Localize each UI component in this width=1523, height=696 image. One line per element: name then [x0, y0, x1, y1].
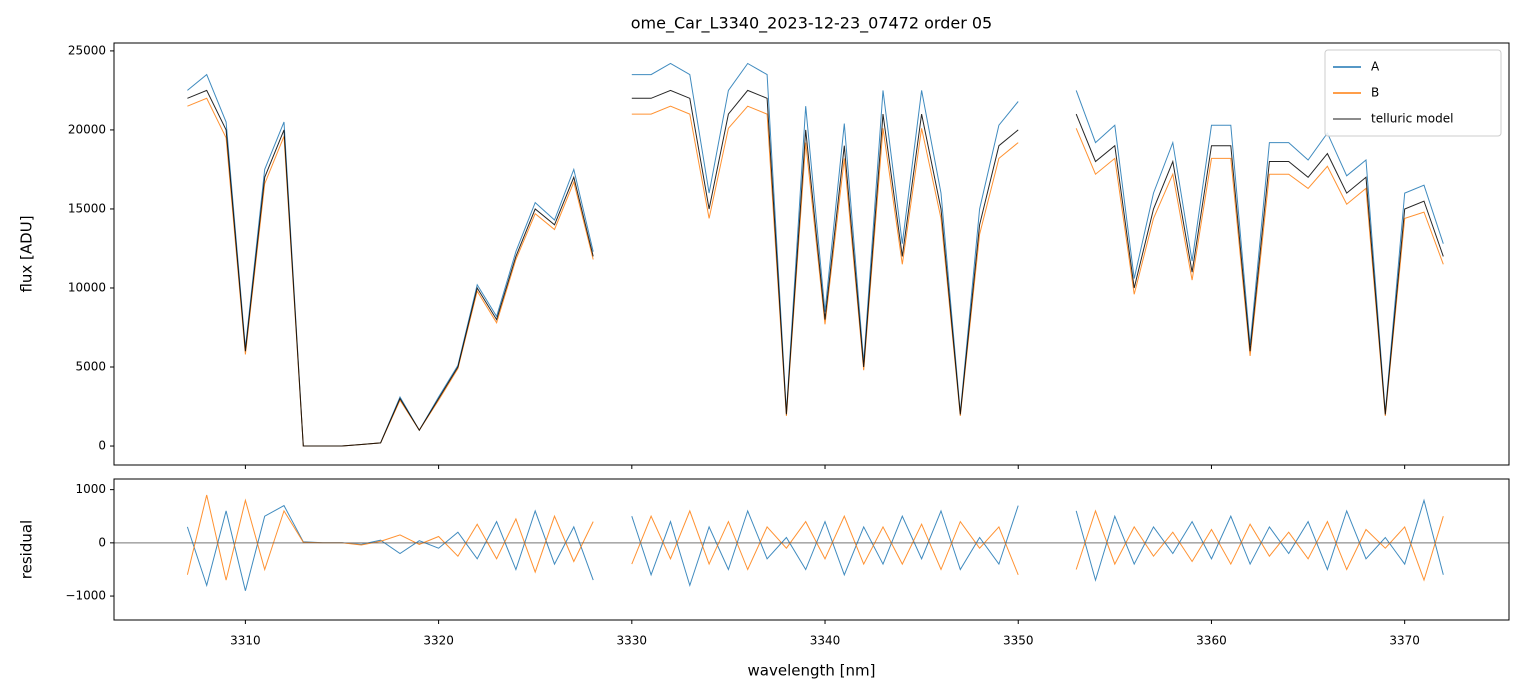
y-tick-label: 0 — [98, 439, 106, 453]
y-tick-label: 25000 — [68, 43, 106, 57]
y-tick-label: 10000 — [68, 280, 106, 294]
x-tick-label: 3330 — [617, 634, 648, 648]
series-line — [1075, 509, 1444, 582]
series-line — [1075, 113, 1444, 415]
axes-frame — [113, 478, 1510, 621]
y-axis-label: flux [ADU] — [18, 215, 36, 292]
series-line — [187, 89, 594, 447]
y-axis-label: residual — [18, 520, 36, 579]
legend-label: telluric model — [1371, 112, 1453, 126]
x-tick-label: 3340 — [810, 634, 841, 648]
series-line — [1075, 498, 1444, 582]
x-tick-label: 3350 — [1003, 634, 1034, 648]
legend-label: B — [1371, 86, 1379, 100]
axes-frame — [113, 42, 1510, 466]
x-tick-label: 3360 — [1196, 634, 1227, 648]
y-tick-label: 5000 — [75, 360, 106, 374]
y-tick-label: 0 — [98, 535, 106, 549]
y-tick-label: −1000 — [65, 589, 106, 603]
chart-title: ome_Car_L3340_2023-12-23_07472 order 05 — [631, 14, 992, 34]
series-line — [631, 62, 1019, 413]
series-line — [631, 89, 1019, 415]
series-line — [631, 509, 1019, 575]
series-line — [631, 505, 1019, 588]
y-tick-label: 20000 — [68, 122, 106, 136]
y-tick-label: 15000 — [68, 201, 106, 215]
legend-label: A — [1371, 60, 1380, 74]
legend-box — [1324, 49, 1502, 137]
x-tick-label: 3370 — [1389, 634, 1420, 648]
y-tick-label: 1000 — [75, 482, 106, 496]
series-line — [186, 504, 594, 591]
x-axis-label: wavelength [nm] — [748, 662, 876, 680]
x-tick-label: 3320 — [423, 634, 454, 648]
x-tick-label: 3310 — [230, 634, 261, 648]
series-line — [186, 494, 594, 581]
